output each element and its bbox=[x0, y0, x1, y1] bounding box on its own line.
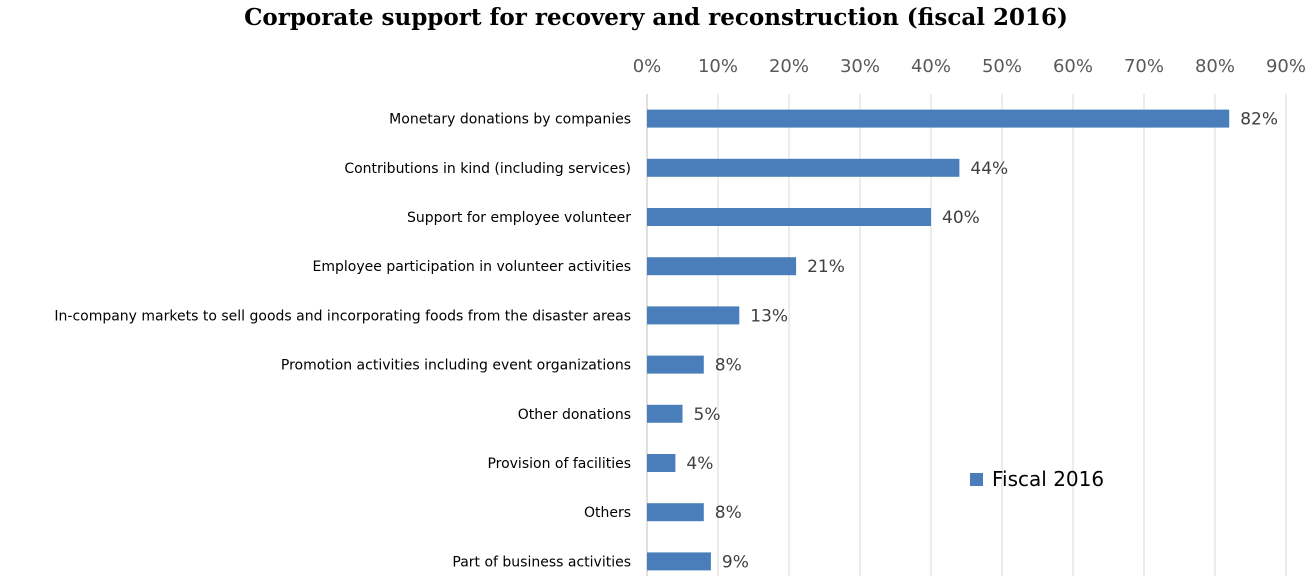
data-label: 5% bbox=[694, 405, 721, 425]
data-label: 21% bbox=[807, 257, 845, 277]
x-tick-label: 60% bbox=[1053, 56, 1093, 77]
data-label: 8% bbox=[715, 503, 742, 523]
legend-swatch bbox=[970, 473, 983, 486]
data-label: 82% bbox=[1240, 110, 1278, 130]
bar bbox=[647, 208, 931, 226]
bar bbox=[647, 503, 704, 522]
bar bbox=[647, 404, 683, 423]
data-labels: 82% 44% 40% 21% 13% 8% 5% 4% 8% 9% bbox=[686, 110, 1278, 573]
bar bbox=[647, 454, 676, 472]
category-label: Contributions in kind (including service… bbox=[344, 161, 631, 177]
legend-label: Fiscal 2016 bbox=[992, 467, 1104, 491]
x-tick-label: 50% bbox=[982, 56, 1022, 77]
data-label: 9% bbox=[722, 552, 749, 572]
category-label: Employee participation in volunteer acti… bbox=[313, 259, 631, 275]
x-tick-label: 90% bbox=[1266, 56, 1306, 77]
x-tick-label: 40% bbox=[911, 56, 951, 77]
category-label: Part of business activities bbox=[452, 554, 631, 570]
data-label: 40% bbox=[942, 208, 980, 228]
x-tick-label: 30% bbox=[840, 56, 880, 77]
category-label: Support for employee volunteer bbox=[407, 210, 631, 226]
x-tick-label: 70% bbox=[1124, 56, 1164, 77]
x-tick-label: 80% bbox=[1195, 56, 1235, 77]
bar bbox=[647, 257, 797, 276]
chart-title: Corporate support for recovery and recon… bbox=[244, 4, 1068, 31]
category-label: Other donations bbox=[518, 407, 631, 423]
bar bbox=[647, 355, 704, 374]
bars bbox=[647, 109, 1230, 571]
data-label: 13% bbox=[750, 306, 788, 326]
category-label: Provision of facilities bbox=[487, 456, 631, 472]
x-axis-ticks: 0% 10% 20% 30% 40% 50% 60% 70% 80% 90% bbox=[633, 56, 1306, 77]
category-label: Others bbox=[584, 505, 631, 521]
x-tick-label: 20% bbox=[769, 56, 809, 77]
legend: Fiscal 2016 bbox=[970, 467, 1104, 491]
x-tick-label: 0% bbox=[633, 56, 662, 77]
category-label: Monetary donations by companies bbox=[389, 112, 631, 128]
category-label: In-company markets to sell goods and inc… bbox=[54, 308, 631, 324]
bar bbox=[647, 109, 1230, 128]
x-tick-label: 10% bbox=[698, 56, 738, 77]
bar bbox=[647, 306, 740, 325]
category-label: Promotion activities including event org… bbox=[281, 358, 631, 374]
bar bbox=[647, 158, 960, 177]
category-labels: Monetary donations by companies Contribut… bbox=[54, 112, 631, 571]
data-label: 44% bbox=[970, 159, 1008, 179]
data-label: 4% bbox=[686, 454, 713, 474]
bar bbox=[647, 552, 711, 571]
data-label: 8% bbox=[715, 356, 742, 376]
